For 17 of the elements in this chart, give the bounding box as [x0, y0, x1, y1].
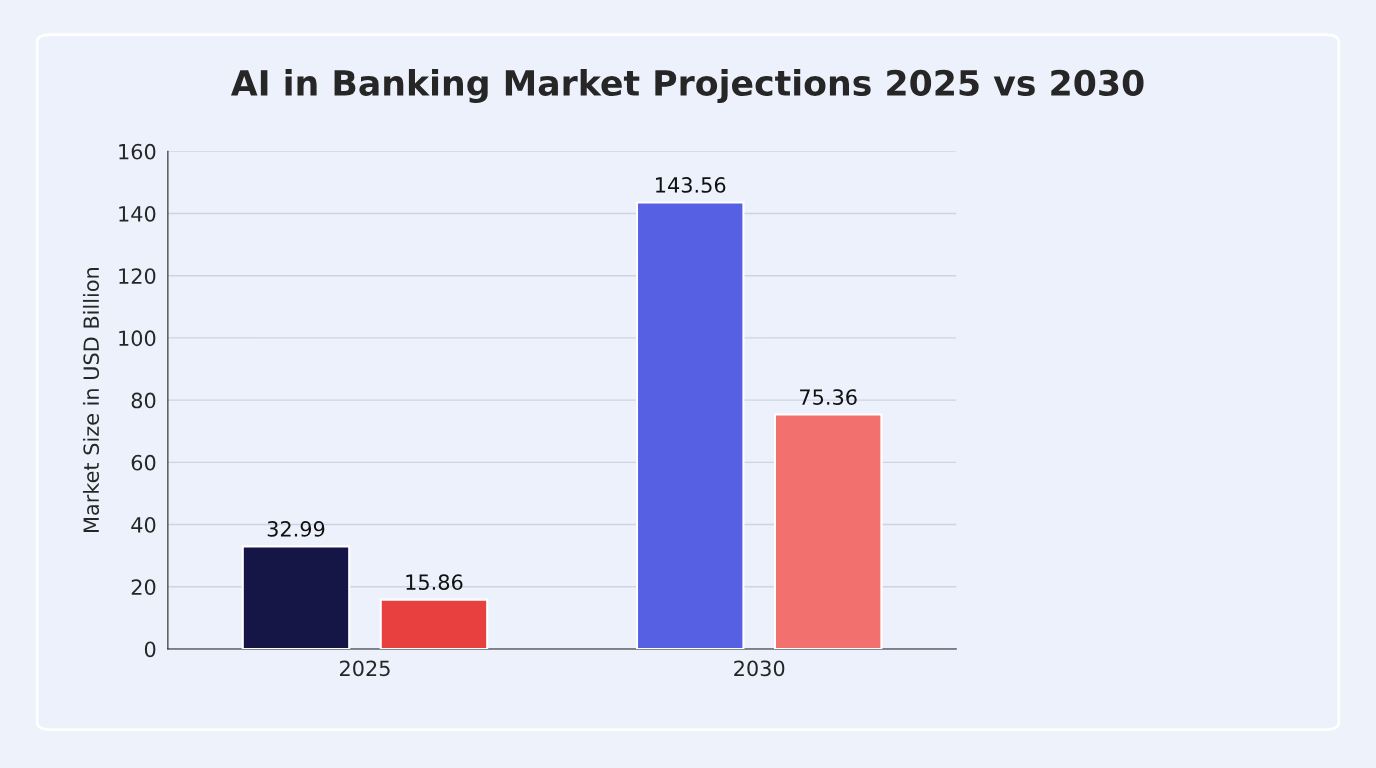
y-tick-label: 140	[119, 205, 156, 222]
y-tick-label: 0	[144, 641, 156, 658]
y-tick-label: 100	[119, 330, 156, 347]
data-label: 75.36	[800, 389, 857, 405]
y-axis-title: Market Size in USD Billion	[82, 268, 100, 532]
y-tick-label: 160	[119, 143, 156, 160]
x-tick-label: 2025	[340, 660, 390, 677]
y-tick-label: 20	[131, 579, 156, 595]
data-label: 143.56	[656, 177, 726, 193]
data-label: 15.86	[406, 574, 463, 591]
data-label: 32.99	[267, 521, 325, 537]
x-tick-label: 2030	[734, 660, 785, 677]
y-tick-label: 120	[119, 268, 156, 284]
y-tick-label: 80	[131, 392, 156, 409]
chart-title: AI in Banking Market Projections 2025 vs 2030	[230, 69, 1144, 103]
y-tick-label: 60	[131, 454, 156, 471]
y-tick-label: 40	[131, 517, 156, 533]
